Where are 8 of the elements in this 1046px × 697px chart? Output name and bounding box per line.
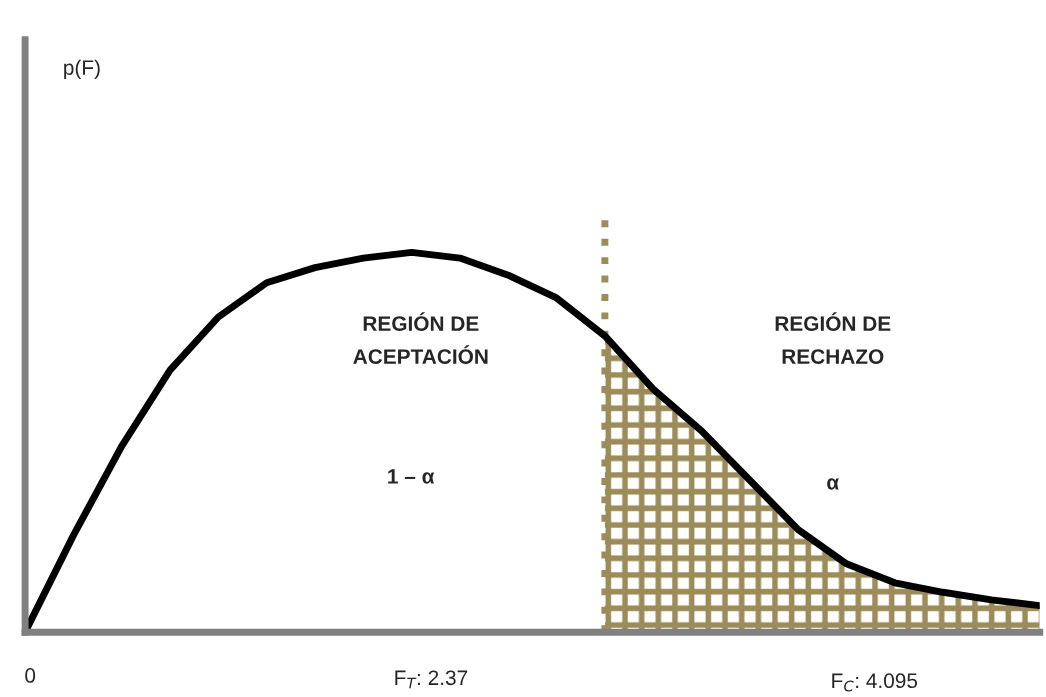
text: 0 (25, 668, 36, 683)
annotation: REGIÓN DE RECHAZO (775, 312, 891, 364)
text: F$_{T}$: 2.37 (395, 670, 468, 689)
annotation: REGIÓN DE ACEPTACIÓN (353, 312, 488, 364)
annotation: 1 – α (388, 469, 435, 484)
text: p(F) (64, 59, 100, 80)
text: F$_{C}$: 4.095 (832, 673, 918, 692)
annotation: α (827, 478, 839, 490)
